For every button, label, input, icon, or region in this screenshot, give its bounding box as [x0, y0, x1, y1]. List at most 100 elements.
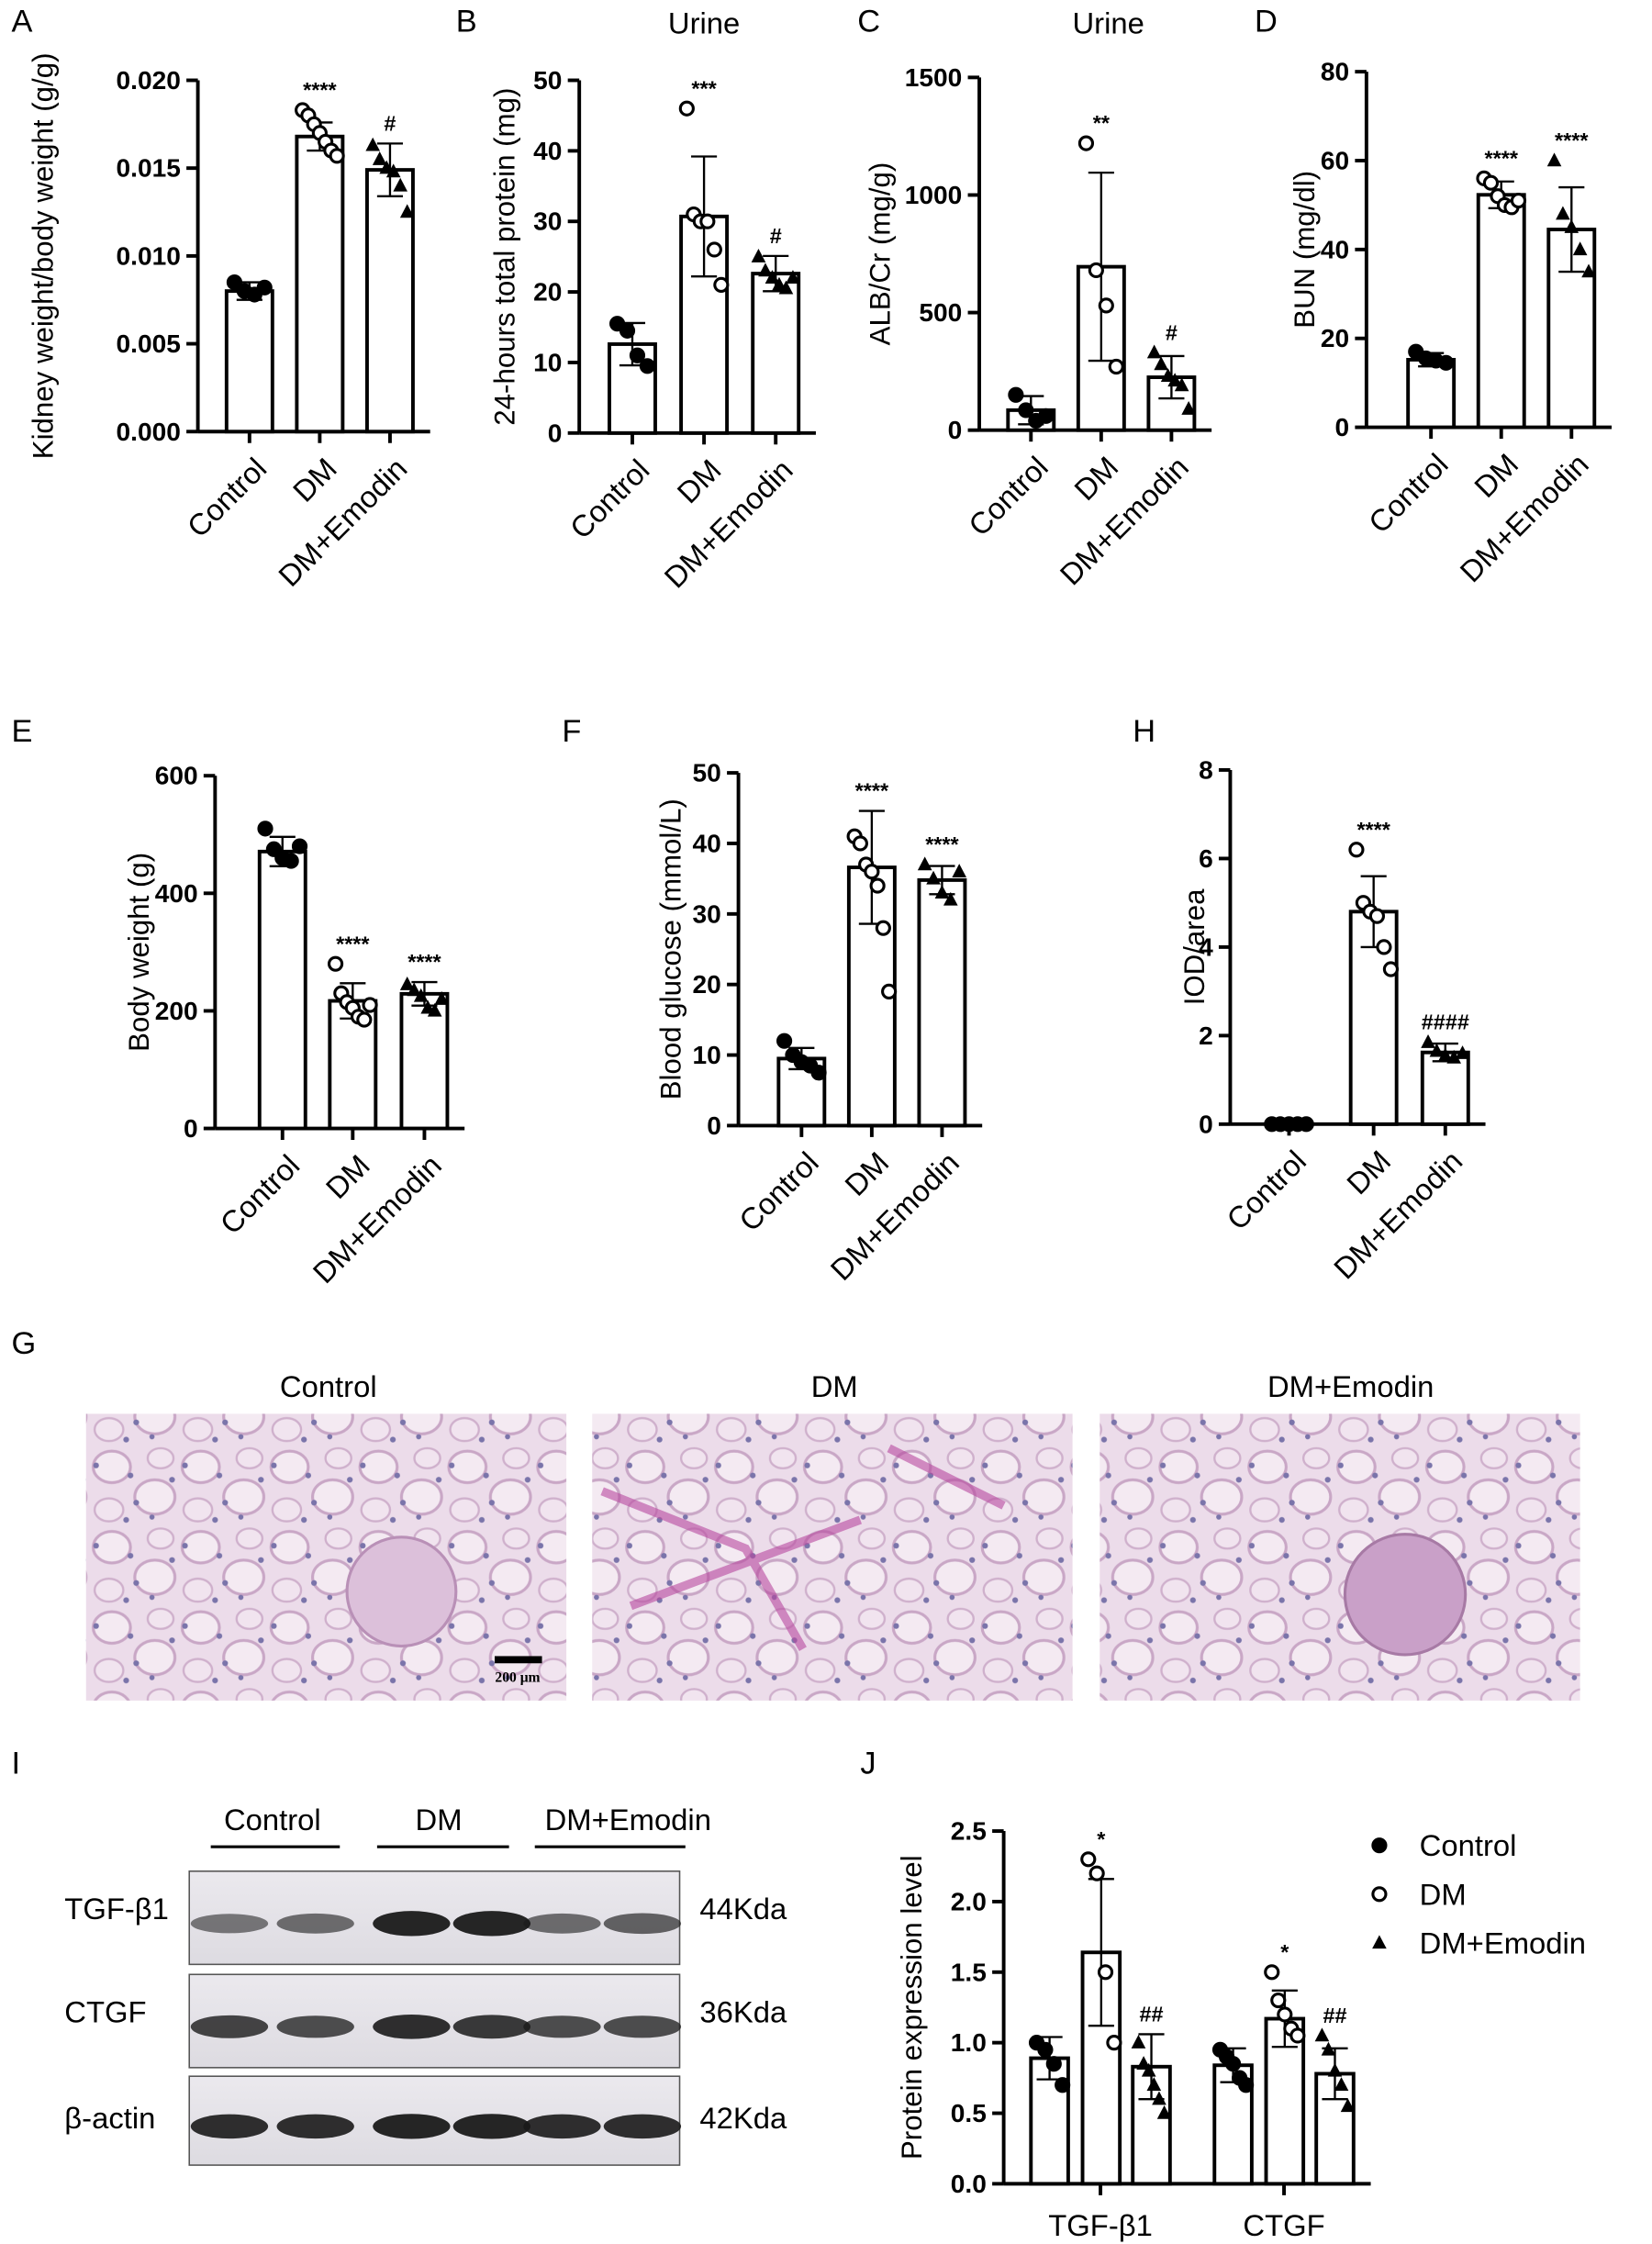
data-point [926, 870, 941, 885]
data-point [283, 853, 299, 869]
data-point [226, 274, 243, 291]
x-tick-label: Control [732, 1145, 825, 1238]
data-point [1077, 135, 1095, 151]
y-tick-label: 20 [533, 278, 562, 307]
data-point [427, 1002, 442, 1017]
data-point [852, 835, 868, 852]
data-point [1160, 368, 1176, 383]
y-tick-label: 600 [155, 762, 198, 790]
band [603, 2015, 682, 2038]
bar [1420, 1050, 1470, 1126]
data-point [1482, 174, 1500, 191]
legend-label: Control [1420, 1828, 1517, 1862]
scale-bar-label: 200 μm [495, 1669, 540, 1685]
y-tick-label: 1000 [905, 181, 963, 209]
y-tick-label: 0 [1199, 1110, 1213, 1138]
data-point [413, 988, 429, 1002]
data-point [1437, 1047, 1453, 1062]
y-axis-label: BUN (mg/dl) [1289, 171, 1321, 329]
band [603, 2114, 682, 2139]
y-tick-label: 0 [184, 1114, 198, 1143]
data-point [1088, 262, 1104, 279]
data-point [1455, 1045, 1470, 1059]
data-point [1298, 1116, 1314, 1133]
panel-label: C [857, 4, 880, 39]
y-tick-label: 0.020 [117, 66, 181, 95]
band [373, 1911, 451, 1937]
blot-size: 42Kda [699, 2101, 787, 2135]
x-tick-label: Control [564, 452, 656, 545]
data-point [1437, 354, 1455, 371]
x-tick-label: DM [670, 452, 727, 509]
data-point [365, 137, 381, 151]
data-point [1097, 1964, 1114, 1981]
data-point [765, 270, 780, 284]
band [523, 2015, 601, 2038]
data-point [1334, 2077, 1349, 2092]
panel-label: B [456, 4, 477, 39]
data-point [943, 891, 958, 906]
y-tick-label: 1.0 [951, 2028, 987, 2057]
panel-label: H [1133, 714, 1155, 749]
x-tick-label: CTGF [1243, 2208, 1324, 2242]
stain [600, 1444, 1006, 1651]
band [276, 2114, 354, 2139]
data-point [1167, 373, 1182, 387]
data-point [399, 977, 415, 990]
band [452, 1911, 531, 1937]
data-point [751, 249, 766, 262]
group-label: Control [224, 1803, 321, 1837]
band [523, 2114, 601, 2139]
significance: # [770, 224, 782, 248]
y-tick-label: 20 [693, 970, 721, 999]
significance: * [1280, 1940, 1289, 1964]
x-tick-label: DM [838, 1145, 895, 1202]
data-point [810, 1065, 827, 1081]
data-point [758, 262, 773, 277]
western-blot [188, 1870, 682, 2166]
data-point [1154, 356, 1168, 371]
blot-size: 36Kda [699, 1994, 787, 2028]
data-point [786, 270, 800, 284]
x-tick-label: DM+Emodin [657, 452, 798, 594]
x-tick-label: Control [1220, 1144, 1312, 1236]
data-point [1141, 2062, 1156, 2077]
legend-label: DM [1420, 1877, 1467, 1911]
data-point [1340, 2098, 1356, 2113]
y-axis-label: Body weight (g) [123, 853, 155, 1052]
data-point [1055, 2077, 1071, 2093]
panel-label: G [11, 1326, 36, 1361]
band [190, 2114, 269, 2139]
data-point [1146, 2077, 1162, 2092]
significance: * [1097, 1827, 1106, 1851]
data-point [1446, 1049, 1461, 1064]
y-tick-label: 6 [1199, 844, 1213, 873]
x-tick-label: DM [319, 1148, 376, 1205]
significance: #### [1422, 1010, 1469, 1034]
data-point [1224, 2056, 1242, 2072]
chart-title: Urine [1072, 6, 1144, 39]
group-label: DM+Emodin [545, 1803, 711, 1837]
histology-image [592, 1413, 1073, 1701]
data-point [678, 100, 695, 117]
y-tick-label: 40 [693, 829, 721, 857]
data-point [434, 991, 449, 1005]
data-point [393, 177, 408, 192]
data-point [1429, 1043, 1445, 1057]
group-label: DM [416, 1803, 463, 1837]
data-point [362, 997, 378, 1013]
data-point [1270, 1992, 1287, 2009]
significance: **** [303, 78, 337, 102]
legend-marker [1371, 1886, 1388, 1903]
y-axis-label: Protein expression level [896, 1855, 928, 2160]
y-tick-label: 0.5 [951, 2099, 987, 2127]
bar [1406, 357, 1457, 430]
data-point [1088, 1865, 1105, 1881]
y-tick-label: 50 [693, 759, 721, 787]
x-tick-label: TGF-β1 [1048, 2208, 1153, 2242]
data-point [372, 151, 387, 165]
data-point [1106, 2035, 1122, 2051]
data-point [1156, 2104, 1172, 2119]
